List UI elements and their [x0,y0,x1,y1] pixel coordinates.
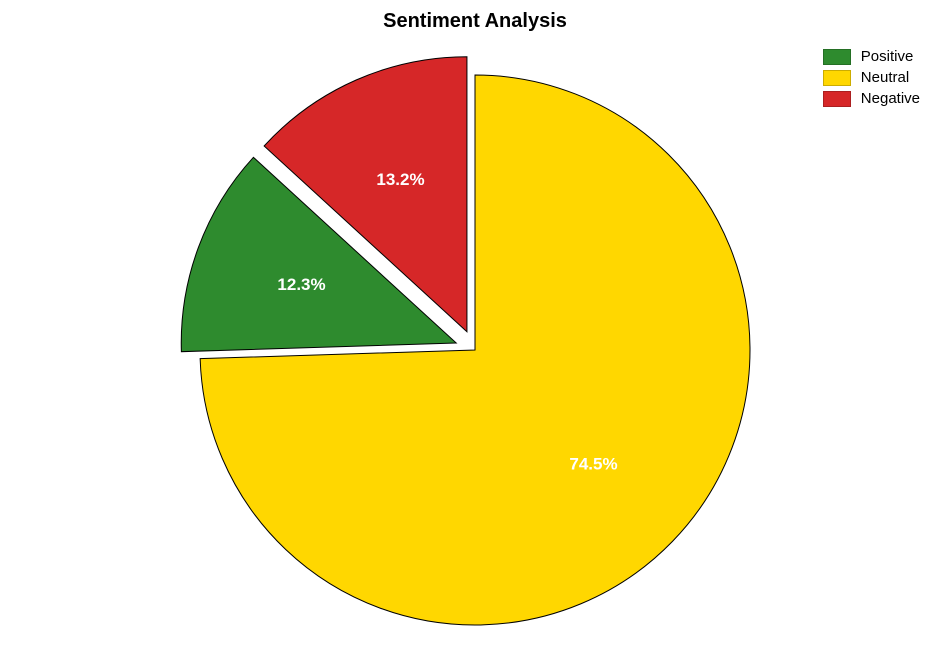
slice-label-positive: 12.3% [277,275,325,294]
pie-chart: 74.5% 12.3% 13.2% [100,40,850,660]
slice-label-neutral: 74.5% [569,454,617,473]
slice-label-negative: 13.2% [376,170,424,189]
legend-item-positive: Positive [823,48,920,65]
legend-item-neutral: Neutral [823,69,920,86]
chart-title: Sentiment Analysis [0,10,950,33]
chart-container: Sentiment Analysis 74.5% 12.3% 13.2% Posit… [0,0,950,662]
legend: Positive Neutral Negative [823,48,920,111]
legend-item-negative: Negative [823,90,920,107]
legend-swatch-positive [823,49,851,65]
legend-swatch-neutral [823,70,851,86]
legend-swatch-negative [823,91,851,107]
legend-label-negative: Negative [861,90,920,107]
legend-label-positive: Positive [861,48,914,65]
legend-label-neutral: Neutral [861,69,909,86]
